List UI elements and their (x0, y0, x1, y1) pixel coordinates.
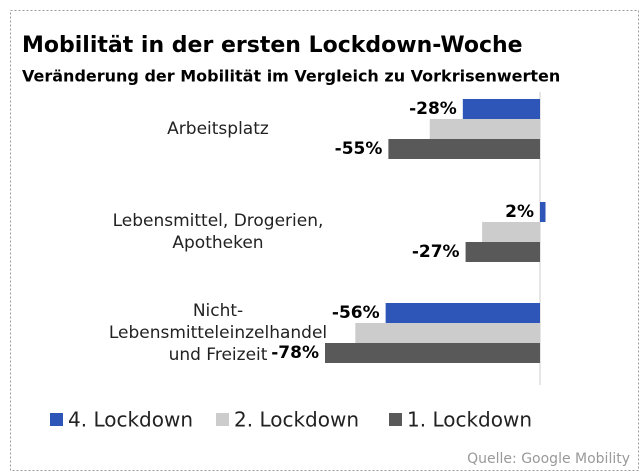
legend-swatch (389, 413, 402, 426)
legend-swatch (50, 413, 63, 426)
legend-label: 1. Lockdown (407, 408, 532, 432)
bar (482, 222, 540, 242)
bar (325, 343, 540, 363)
legend-label: 4. Lockdown (68, 408, 193, 432)
value-label: -28% (409, 99, 457, 119)
bar (429, 119, 540, 139)
category-label: Arbeitsplatz (167, 119, 269, 139)
value-label: -55% (335, 139, 383, 159)
source: Quelle: Google Mobility (467, 451, 630, 467)
category-label: Lebensmittel, Drogerien, Apotheken (113, 211, 324, 253)
category-label: Nicht-Lebensmitteleinzelhandel und Freize… (109, 301, 327, 365)
legend-swatch (216, 413, 229, 426)
value-label: -78% (271, 343, 319, 363)
bar (385, 303, 540, 323)
value-label: -27% (412, 242, 460, 262)
value-label: -56% (332, 303, 380, 323)
chart-subtitle: Veränderung der Mobilität im Vergleich z… (22, 67, 560, 86)
bar (462, 99, 540, 119)
value-label: 2% (505, 202, 534, 222)
bar (355, 323, 540, 343)
chart-title: Mobilität in der ersten Lockdown-Woche (22, 33, 523, 58)
bar (388, 139, 540, 159)
bar (465, 242, 540, 262)
bar (540, 202, 546, 222)
legend-label: 2. Lockdown (234, 408, 359, 432)
